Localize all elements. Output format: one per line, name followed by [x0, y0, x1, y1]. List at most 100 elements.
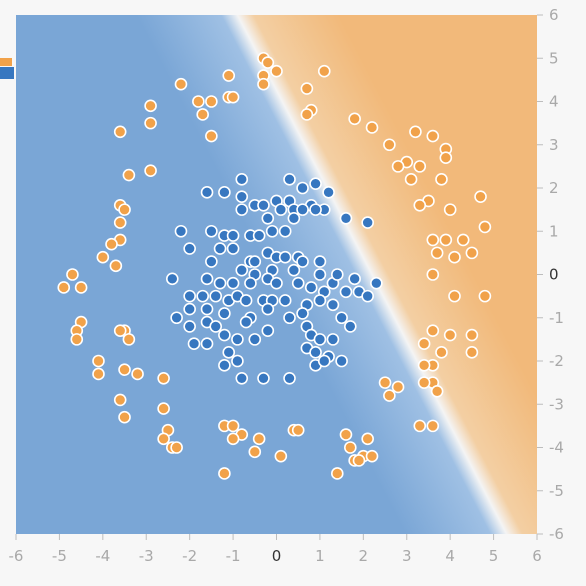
- orange-point: [226, 432, 240, 446]
- blue-point: [335, 354, 348, 368]
- blue-point: [304, 281, 318, 294]
- orange-point: [192, 95, 205, 108]
- blue-point: [183, 289, 196, 303]
- blue-point: [265, 224, 279, 238]
- orange-point: [157, 402, 170, 415]
- blue-point: [283, 311, 296, 325]
- orange-point: [426, 419, 440, 433]
- blue-point: [274, 203, 288, 216]
- legend-color-swatches: [0, 58, 14, 79]
- blue-point: [335, 311, 348, 325]
- orange-point: [92, 367, 105, 381]
- x-tick-label: 3: [402, 547, 412, 565]
- x-tick-label: -2: [182, 547, 197, 565]
- x-tick-label: 4: [445, 547, 455, 565]
- orange-point: [144, 99, 157, 113]
- blue-point: [213, 276, 227, 290]
- blue-point: [313, 255, 327, 268]
- blue-point: [226, 229, 240, 242]
- blue-swatch: [0, 67, 14, 79]
- orange-point: [348, 112, 361, 126]
- orange-point: [57, 281, 71, 294]
- orange-point: [383, 389, 396, 402]
- blue-point: [322, 186, 335, 199]
- orange-point: [391, 380, 405, 394]
- orange-point: [317, 64, 331, 78]
- blue-point: [339, 285, 353, 299]
- blue-point: [200, 186, 214, 199]
- blue-point: [226, 276, 240, 290]
- y-tick-label: 6: [549, 6, 559, 24]
- orange-point: [456, 233, 470, 247]
- blue-point: [235, 371, 249, 385]
- blue-point: [218, 359, 231, 372]
- y-tick-label: -4: [549, 439, 564, 457]
- orange-point: [439, 233, 453, 247]
- y-tick-label: 4: [549, 93, 559, 111]
- x-tick-label: -4: [95, 547, 110, 565]
- blue-point: [205, 224, 218, 238]
- blue-point: [257, 199, 270, 212]
- blue-point: [287, 211, 301, 225]
- blue-point: [174, 224, 188, 238]
- blue-point: [183, 320, 196, 333]
- orange-point: [443, 203, 457, 216]
- orange-point: [196, 108, 209, 121]
- orange-point: [118, 363, 131, 376]
- blue-point: [326, 298, 340, 312]
- orange-point: [70, 333, 84, 346]
- orange-point: [417, 337, 431, 351]
- orange-point: [131, 367, 144, 381]
- y-tick-label: -1: [549, 309, 564, 327]
- orange-point: [426, 268, 440, 281]
- blue-point: [348, 272, 361, 286]
- x-tick-label: -5: [52, 547, 67, 565]
- orange-point: [105, 237, 118, 251]
- orange-point: [443, 328, 457, 342]
- orange-point: [426, 233, 440, 247]
- blue-point: [170, 311, 183, 325]
- blue-point: [235, 203, 249, 216]
- orange-point: [478, 289, 492, 303]
- blue-point: [239, 294, 253, 307]
- blue-point: [244, 276, 257, 290]
- blue-point: [278, 294, 292, 307]
- orange-point: [205, 95, 218, 108]
- orange-point: [435, 346, 448, 359]
- blue-point: [344, 320, 357, 333]
- orange-point: [300, 82, 314, 95]
- x-axis: -6 -5 -4 -3 -2 -1 0 1 2 3 4 5 6: [9, 534, 542, 565]
- orange-point: [413, 199, 427, 212]
- orange-point: [144, 164, 157, 177]
- orange-point: [222, 69, 236, 82]
- blue-point: [200, 272, 214, 286]
- data-points: [57, 51, 492, 480]
- blue-point: [235, 263, 249, 277]
- orange-point: [448, 289, 461, 303]
- blue-point: [166, 272, 179, 286]
- orange-point: [413, 419, 427, 433]
- orange-point: [383, 138, 396, 152]
- orange-point: [435, 173, 448, 186]
- blue-point: [313, 294, 327, 307]
- blue-point: [231, 333, 244, 346]
- orange-point: [218, 467, 231, 480]
- blue-point: [278, 224, 292, 238]
- blue-point: [183, 302, 196, 316]
- orange-point: [74, 281, 88, 294]
- orange-point: [417, 359, 431, 372]
- orange-point: [157, 432, 170, 446]
- blue-point: [339, 211, 353, 225]
- orange-point: [96, 250, 110, 264]
- orange-point: [478, 220, 492, 234]
- orange-point: [66, 268, 79, 281]
- blue-point: [183, 242, 196, 255]
- blue-point: [226, 242, 240, 255]
- blue-point: [196, 289, 209, 303]
- blue-point: [261, 211, 275, 225]
- y-tick-label: 5: [549, 49, 559, 67]
- blue-point: [283, 371, 296, 385]
- blue-point: [283, 173, 296, 186]
- orange-swatch: [0, 58, 12, 66]
